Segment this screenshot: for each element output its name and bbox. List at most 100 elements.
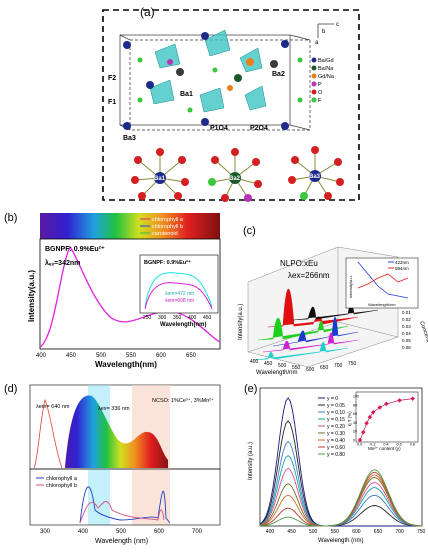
emission-curves-e bbox=[259, 397, 423, 527]
legend-e: y = 0y = 0.05y = 0.10y = 0.15y = 0.20y =… bbox=[318, 396, 345, 458]
legend-entry: y = 0.10 bbox=[327, 410, 345, 416]
conc-tick: 0.02 bbox=[402, 317, 411, 322]
panel-b-chart: (b) chlorophyll a chlorophyll b caroteno… bbox=[4, 212, 221, 369]
xtick-d: 600 bbox=[154, 529, 165, 535]
panel-label-c: (c) bbox=[243, 225, 256, 237]
legend-d: chlorophyll a chlorophyll b bbox=[36, 476, 78, 489]
legend-entry: y = 0.15 bbox=[327, 417, 345, 423]
conc-tick: 0.05 bbox=[402, 338, 411, 343]
atom-label-ba1: Ba1 bbox=[180, 91, 193, 98]
inset-xtick-b: 250 bbox=[143, 315, 152, 321]
axis-c: c bbox=[336, 22, 339, 28]
emission-series-line bbox=[259, 397, 422, 527]
inset-ytick-e: 80 bbox=[353, 403, 357, 407]
spectrum-cyan bbox=[252, 341, 349, 361]
legend-chl-b-d: chlorophyll b bbox=[46, 483, 77, 489]
plot-frame-d-bottom bbox=[29, 468, 221, 526]
inset-xlabel-e: Mn²⁺ content (y) bbox=[368, 446, 401, 451]
atoms bbox=[123, 32, 303, 130]
inset-legend-594: 594nm bbox=[395, 266, 409, 271]
inset-title-b: BGNPF: 0.9%Eu²⁺ bbox=[144, 259, 191, 266]
panel-label-b: (b) bbox=[4, 212, 17, 224]
center-label-ba2: Ba2 bbox=[229, 176, 241, 182]
legend-entry: y = 0.60 bbox=[327, 445, 345, 451]
panel-label-d: (d) bbox=[4, 383, 17, 395]
panel-label-e: (e) bbox=[244, 383, 257, 395]
emission-series-line bbox=[259, 469, 423, 527]
panel-d-chart: (d) λem= 640 nm λex= 336 nm NCSO: 1%Ce³⁺… bbox=[4, 383, 221, 545]
crystal-structure-figure: (a) bbox=[102, 5, 360, 202]
panel-a: (a) bbox=[0, 0, 428, 205]
absorption-spectrum-band bbox=[40, 213, 220, 239]
legend-entry: y = 0.05 bbox=[327, 403, 345, 409]
atom-labels: F2 F1 Ba1 Ba2 Ba3 P1O4 P2O4 bbox=[108, 71, 285, 142]
chl-a-curve-d bbox=[79, 486, 171, 524]
xtick-d: 400 bbox=[78, 529, 89, 535]
inset-e: 0.0 0.2 0.4 0.6 0.8 0 20 40 60 80 100 η T (%) Mn²⁺… bbox=[347, 391, 419, 451]
legend-carotenoid: carotenoid bbox=[152, 231, 178, 237]
conc-tick: 0.03 bbox=[402, 324, 411, 329]
inset-xtick-e: 0.4 bbox=[383, 443, 388, 447]
po4-tetrahedra bbox=[149, 29, 267, 113]
inset-ytick-e: 40 bbox=[353, 421, 357, 425]
excitation-c: λex=266nm bbox=[288, 271, 330, 280]
panel-d: (d) λem= 640 nm λex= 336 nm NCSO: 1%Ce³⁺… bbox=[0, 380, 225, 550]
inset-xtick-b: 400 bbox=[188, 315, 197, 321]
inset-curve-608 bbox=[144, 282, 213, 310]
axis-b: b bbox=[322, 29, 326, 35]
xtick-b: 600 bbox=[156, 353, 167, 359]
center-label-ba3: Ba3 bbox=[309, 174, 321, 180]
ylabel-c: Intensity(a.u.) bbox=[238, 304, 244, 340]
inset-legend-472: λem=472 nm bbox=[165, 291, 194, 297]
atom-label-p1o4: P1O4 bbox=[210, 125, 228, 132]
xtick-c: 500 bbox=[278, 363, 287, 369]
inset-xtick-b: 450 bbox=[203, 315, 212, 321]
xlabel-d: Wavelength (nm) bbox=[95, 538, 148, 545]
xtick-b: 450 bbox=[66, 353, 77, 359]
ylabel-b: Intensity(a.u.) bbox=[27, 270, 36, 322]
legend-bagd: Ba/Gd bbox=[318, 58, 334, 64]
crystal-axes: c a b bbox=[315, 22, 339, 46]
excitation-label-b: λₑₓ=342nm bbox=[45, 259, 80, 267]
spectrum-blue bbox=[272, 316, 359, 347]
sample-label-d: NCSO: 1%Ce³⁺, 3%Mn²⁺ bbox=[152, 397, 214, 404]
legend-entry: y = 0.40 bbox=[327, 438, 345, 444]
zlabel-c: Concentration bbox=[418, 321, 428, 355]
coordination-ba2 bbox=[208, 148, 262, 202]
xtick-c: 600 bbox=[306, 367, 315, 373]
xtick-e: 400 bbox=[266, 529, 275, 535]
legend-p: P bbox=[318, 82, 322, 88]
atom-label-p2o4: P2O4 bbox=[250, 125, 268, 132]
conc-tick: 0.06 bbox=[402, 345, 411, 350]
xtick-c: 650 bbox=[320, 365, 329, 371]
inset-xtick-e: 0.0 bbox=[357, 443, 362, 447]
conc-tick: 0.04 bbox=[402, 331, 411, 336]
inset-curve-472 bbox=[144, 272, 213, 308]
legend-entry: y = 0.30 bbox=[327, 431, 345, 437]
atom-label-ba3: Ba3 bbox=[123, 135, 136, 142]
legend-chl-a: chlorophyll a bbox=[152, 217, 184, 223]
inset-ytick-e: 60 bbox=[353, 412, 357, 416]
spectrum-magenta bbox=[262, 332, 359, 353]
emission-series-line bbox=[259, 420, 422, 527]
xtick-e: 600 bbox=[352, 529, 361, 535]
legend-entry: y = 0.20 bbox=[327, 424, 345, 430]
xtick-d: 700 bbox=[192, 529, 203, 535]
center-labels: Ba1 Ba2 Ba3 bbox=[154, 174, 321, 182]
xtick-b: 500 bbox=[96, 353, 107, 359]
conc-tick: 0.01 bbox=[402, 310, 411, 315]
xtick-b: 650 bbox=[186, 353, 197, 359]
inset-ytick-e: 0 bbox=[353, 439, 355, 443]
xtick-e: 550 bbox=[331, 529, 340, 535]
xtick-e: 450 bbox=[287, 529, 296, 535]
xtick-c: 550 bbox=[292, 365, 301, 371]
axis-a: a bbox=[315, 40, 319, 46]
inset-ylabel-e: η T (%) bbox=[347, 411, 352, 426]
xticks-c: 400 450 500 550 600 650 700 750 bbox=[250, 359, 357, 373]
legend-f: F bbox=[318, 98, 322, 104]
xtick-e: 700 bbox=[395, 529, 404, 535]
excitation-curve-d bbox=[33, 398, 63, 469]
xticks-d: 300 400 500 600 700 bbox=[40, 529, 203, 535]
inset-b: BGNPF: 0.9%Eu²⁺ λem=472 nm λem=608 nm 25… bbox=[139, 254, 219, 328]
